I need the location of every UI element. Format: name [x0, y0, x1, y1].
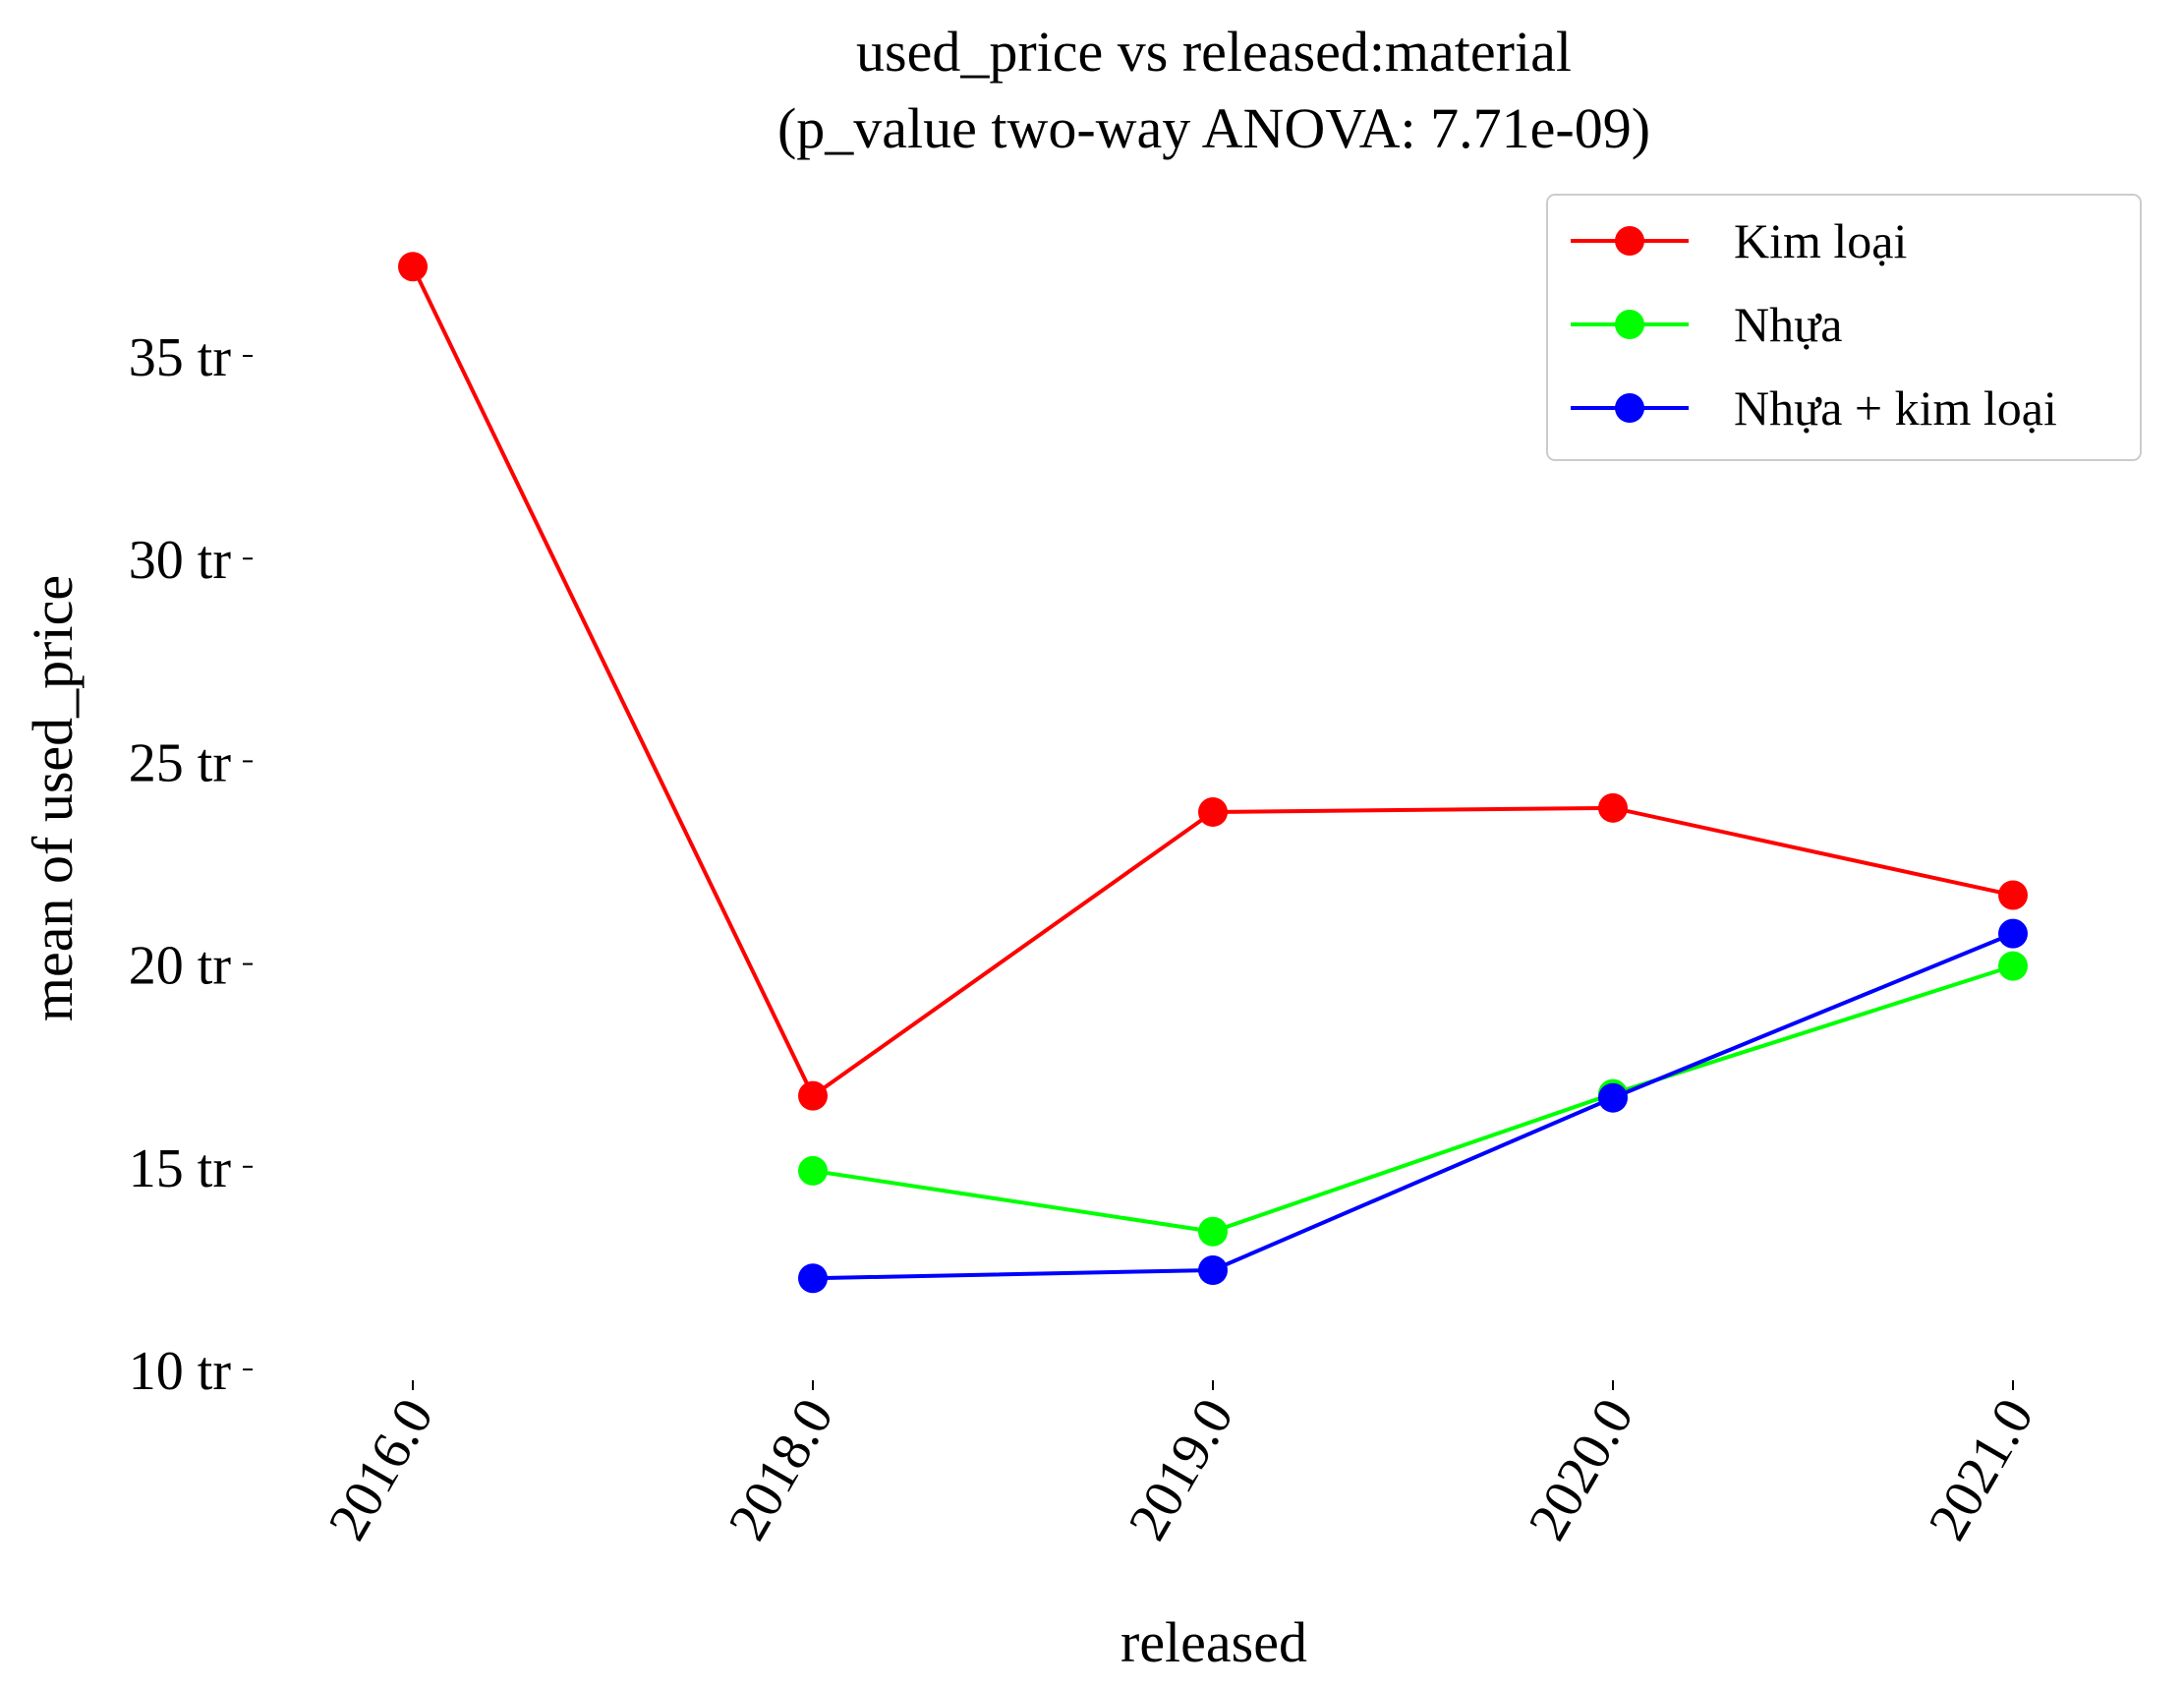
y-tick-label: 35 tr [129, 327, 232, 388]
data-point [398, 252, 428, 282]
series-line [812, 931, 2014, 1281]
y-tick-label: 20 tr [129, 936, 232, 997]
legend-label: Nhựa [1734, 297, 1842, 352]
legend-marker [1615, 226, 1644, 256]
data-point [798, 1080, 828, 1111]
data-point [1998, 918, 2028, 949]
data-point [1198, 1254, 1228, 1285]
series-layer [398, 252, 2028, 1294]
legend-item: Kim loại [1571, 213, 1907, 268]
chart-title: used_price vs released:material [856, 20, 1572, 84]
series-0 [398, 252, 2028, 1111]
legend: Kim loại Nhựa Nhựa + kim loại [1546, 194, 2142, 461]
data-point [798, 1155, 828, 1186]
x-tick-label: 2019.0 [1118, 1389, 1246, 1550]
x-tick-label: 2016.0 [317, 1389, 446, 1550]
data-point [1198, 796, 1228, 827]
data-point [798, 1263, 828, 1294]
y-tick-label: 15 tr [129, 1138, 232, 1199]
series-line [812, 963, 2014, 1234]
legend-box [1546, 194, 2142, 461]
y-tick-label: 10 tr [129, 1341, 232, 1402]
series-2 [798, 918, 2028, 1294]
y-tick-label: 25 tr [129, 732, 232, 793]
legend-marker [1615, 310, 1644, 339]
y-tick-label: 30 tr [129, 530, 232, 591]
legend-item: Nhựa + kim loại [1571, 380, 2057, 436]
y-axis-label: mean of used_price [21, 575, 85, 1021]
data-point [1998, 880, 2028, 910]
y-axis: 10 tr 15 tr 20 tr 25 tr 30 tr 35 tr [129, 327, 253, 1402]
legend-marker [1615, 393, 1644, 423]
x-axis: 2016.0 2018.0 2019.0 2020.0 2021.0 [317, 1380, 2046, 1550]
data-point [1198, 1216, 1228, 1247]
x-tick-label: 2018.0 [718, 1389, 846, 1550]
data-point [1598, 792, 1628, 823]
x-tick-label: 2020.0 [1518, 1389, 1646, 1550]
x-axis-label: released [1121, 1610, 1307, 1674]
x-tick-label: 2021.0 [1918, 1389, 2046, 1550]
chart-subtitle: (p_value two-way ANOVA: 7.71e-09) [777, 96, 1650, 160]
legend-label: Kim loại [1734, 213, 1907, 268]
data-point [1598, 1082, 1628, 1113]
legend-item: Nhựa [1571, 297, 1842, 352]
series-1 [798, 951, 2028, 1247]
data-point [1998, 951, 2028, 981]
legend-label: Nhựa + kim loại [1734, 380, 2057, 436]
